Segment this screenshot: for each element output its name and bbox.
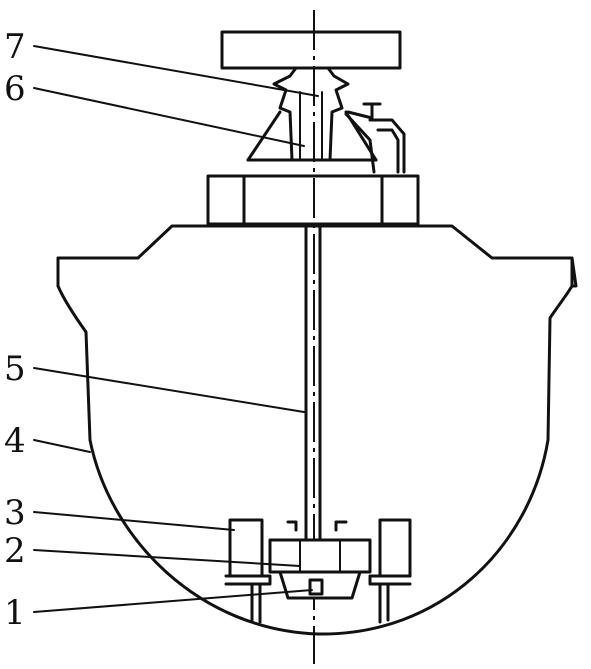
air-pipe [368, 118, 406, 174]
cover-plate-brackets [286, 520, 348, 532]
bearing-housing [272, 66, 350, 162]
leader-5 [33, 367, 305, 413]
leader-7 [33, 45, 319, 97]
stator-block-right [378, 518, 412, 578]
air-valve [346, 102, 382, 120]
leader-6 [33, 87, 305, 147]
label-5: 5 [4, 349, 26, 389]
label-4: 4 [4, 421, 26, 461]
rotor-hub [308, 578, 324, 596]
label-2: 2 [4, 531, 26, 571]
leader-2 [33, 549, 301, 567]
label-7: 7 [4, 27, 26, 67]
tank-body [56, 284, 574, 636]
label-6: 6 [4, 69, 26, 109]
label-1: 1 [4, 593, 26, 633]
stator-flanges [224, 574, 412, 586]
cell-cover [56, 224, 578, 288]
leader-1 [33, 589, 313, 613]
motor-plate [220, 30, 402, 70]
air-pipe-inner [344, 112, 376, 174]
leader-4 [33, 439, 91, 453]
leader-3 [33, 511, 235, 531]
impeller [268, 538, 372, 574]
stator-block-left [228, 518, 264, 578]
label-3: 3 [4, 493, 26, 533]
